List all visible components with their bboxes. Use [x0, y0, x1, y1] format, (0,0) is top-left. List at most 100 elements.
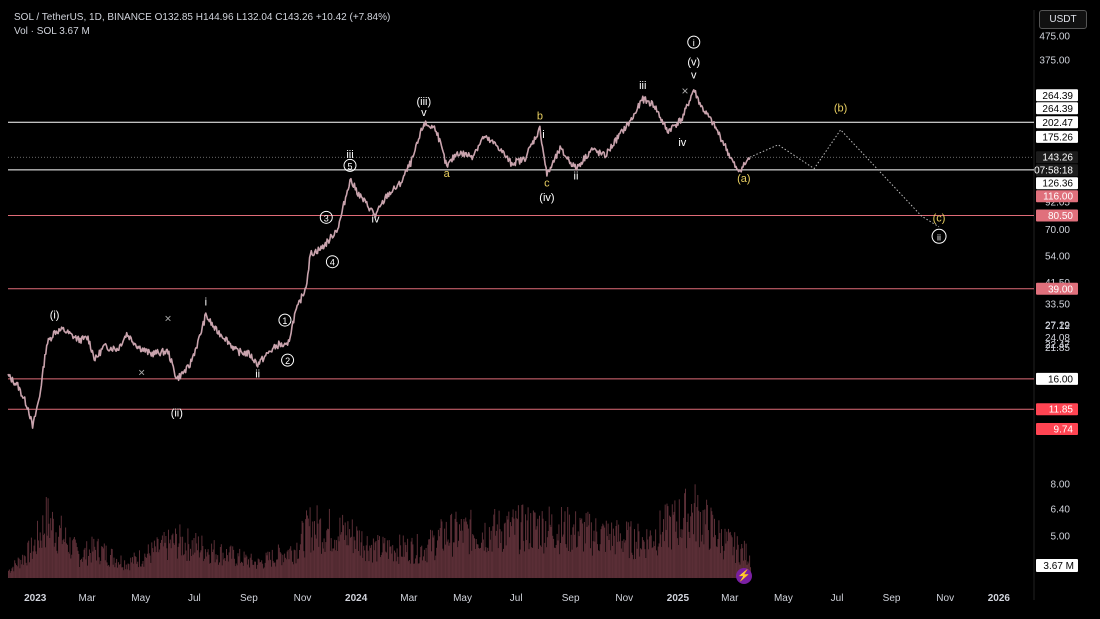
volume-bar — [649, 530, 651, 578]
volume-bar — [597, 550, 599, 578]
volume-bar — [692, 534, 694, 578]
volume-bar — [81, 558, 82, 578]
wave-label: ii — [931, 228, 947, 244]
volume-bar — [696, 507, 698, 578]
volume-bar — [523, 540, 525, 578]
volume-bar — [396, 548, 398, 578]
volume-bar — [365, 545, 367, 578]
volume-bar — [22, 564, 24, 578]
x-axis-tick-label: Nov — [615, 593, 633, 604]
volume-bar — [477, 544, 479, 578]
x-axis-tick-label: Nov — [294, 593, 312, 604]
volume-bar — [384, 538, 386, 578]
volume-bar — [167, 560, 169, 578]
volume-bar — [678, 499, 680, 578]
volume-bar — [223, 559, 225, 578]
volume-bar — [241, 561, 242, 578]
volume-bar — [240, 563, 242, 578]
volume-bar — [743, 540, 745, 578]
currency-selector-button[interactable]: USDT — [1039, 10, 1087, 29]
wave-label: ii — [255, 369, 260, 381]
volume-bar — [392, 545, 394, 578]
volume-bar — [542, 518, 544, 578]
volume-bar — [76, 547, 78, 578]
volume-bar — [525, 540, 527, 578]
volume-bar — [109, 566, 111, 578]
volume-bar — [706, 499, 708, 578]
volume-bar — [408, 561, 409, 578]
volume-bar — [445, 521, 447, 578]
volume-bar — [415, 555, 417, 578]
volume-bar — [353, 536, 355, 578]
volume-bar — [281, 565, 283, 578]
volume-bar — [397, 556, 399, 578]
volume-bar — [405, 545, 407, 578]
wave-label: iii — [639, 80, 646, 92]
volume-bar — [262, 563, 264, 578]
volume-bar — [189, 560, 191, 578]
volume-bar — [268, 560, 270, 578]
volume-bar — [607, 523, 609, 578]
volume-bar — [507, 519, 509, 578]
volume-bar — [554, 548, 556, 578]
volume-bar — [589, 513, 591, 578]
volume-bar — [389, 546, 391, 578]
price-badge: 9.74 — [1036, 423, 1078, 436]
volume-bar — [380, 555, 382, 578]
volume-bar — [497, 548, 499, 578]
volume-bar — [630, 521, 632, 578]
lightning-bolt-icon[interactable]: ⚡ — [736, 568, 752, 584]
wave-label-text: i — [693, 38, 695, 48]
y-axis-tick-label: 475.00 — [1039, 32, 1070, 43]
volume-bar — [88, 556, 89, 578]
volume-bar — [225, 561, 227, 578]
volume-bar — [471, 550, 473, 578]
volume-bar — [374, 542, 376, 578]
volume-bar — [379, 557, 381, 578]
volume-bar — [450, 515, 452, 578]
volume-bar — [733, 546, 735, 578]
volume-bar — [300, 533, 302, 578]
volume-bar — [381, 552, 383, 578]
volume-bar — [169, 539, 171, 578]
volume-bar — [283, 562, 285, 578]
volume-bar — [92, 551, 94, 578]
volume-bar — [578, 536, 580, 578]
wave-label-circle — [319, 210, 333, 224]
wave-label: iv — [678, 137, 686, 149]
volume-bar — [30, 552, 31, 578]
volume-bar — [641, 537, 643, 578]
volume-bar — [312, 521, 314, 578]
wave-label-text: (v) — [687, 56, 700, 68]
volume-bar — [340, 534, 342, 578]
volume-bar — [642, 540, 644, 578]
volume-bar — [691, 504, 693, 578]
price-badge-bg — [1036, 282, 1078, 295]
volume-bar — [130, 557, 132, 578]
volume-bar — [370, 547, 372, 578]
volume-bar — [79, 567, 81, 578]
y-axis-tick-label: 54.00 — [1045, 251, 1070, 262]
volume-bar — [209, 563, 211, 578]
volume-bar — [333, 548, 335, 578]
price-badge-bg — [1036, 151, 1078, 164]
x-axis-tick-label: Jul — [188, 593, 201, 604]
volume-bar — [619, 541, 620, 578]
volume-bar — [648, 536, 650, 578]
volume-bar — [621, 540, 623, 578]
volume-bar — [510, 522, 511, 578]
volume-bar — [253, 564, 255, 578]
volume-bar — [734, 532, 736, 578]
volume-bar — [259, 562, 261, 578]
volume-bar — [292, 564, 294, 578]
volume-bar — [183, 555, 184, 578]
volume-bar — [66, 544, 68, 578]
price-badge-text: 116.00 — [1043, 192, 1073, 203]
volume-bar — [267, 551, 269, 578]
volume-bar — [685, 548, 687, 578]
volume-bar — [188, 544, 190, 578]
volume-bar — [604, 527, 606, 578]
volume-bar — [528, 549, 530, 578]
volume-bar — [706, 505, 708, 578]
